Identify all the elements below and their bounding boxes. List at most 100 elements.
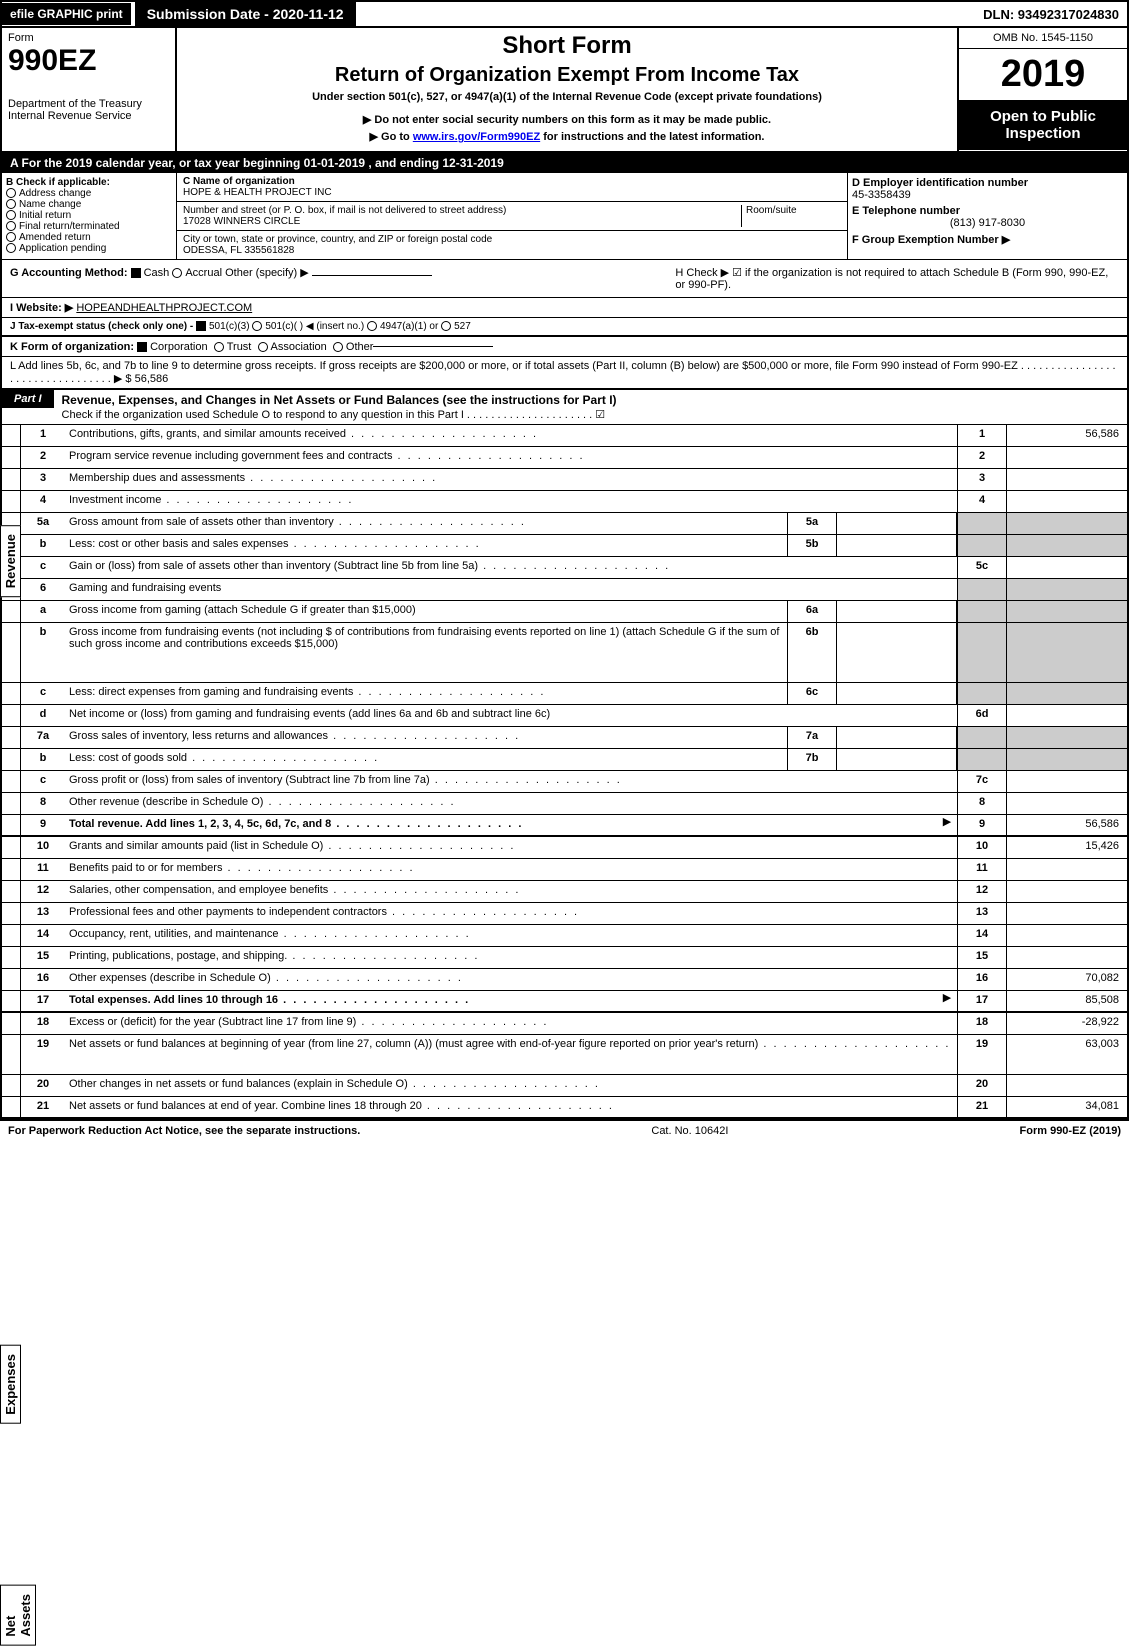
part1-title: Revenue, Expenses, and Changes in Net As…: [54, 390, 1127, 424]
j-527-radio[interactable]: [441, 321, 451, 331]
ssn-notice: ▶ Do not enter social security numbers o…: [185, 113, 949, 126]
section-j: J Tax-exempt status (check only one) - 5…: [2, 318, 1127, 337]
line-13: 13Professional fees and other payments t…: [2, 903, 1127, 925]
c-label: C Name of organization: [183, 176, 841, 187]
open-public-badge: Open to Public Inspection: [959, 100, 1127, 150]
form-header: Form 990EZ Department of the Treasury In…: [2, 28, 1127, 153]
line-2: 2Program service revenue including gover…: [2, 447, 1127, 469]
k-corp-checkbox[interactable]: [137, 342, 147, 352]
line-18: 18Excess or (deficit) for the year (Subt…: [2, 1013, 1127, 1035]
dept-treasury: Department of the Treasury: [8, 98, 169, 110]
section-g: G Accounting Method: Cash Accrual Other …: [10, 266, 675, 291]
line-6d: dNet income or (loss) from gaming and fu…: [2, 705, 1127, 727]
cash-checkbox[interactable]: [131, 268, 141, 278]
org-name-cell: C Name of organization HOPE & HEALTH PRO…: [177, 173, 847, 202]
side-netassets: Net Assets: [0, 1585, 36, 1646]
side-expenses: Expenses: [0, 1345, 21, 1424]
part1-label: Part I: [2, 390, 54, 408]
line-6a: aGross income from gaming (attach Schedu…: [2, 601, 1127, 623]
check-name[interactable]: Name change: [6, 199, 172, 210]
line-3: 3Membership dues and assessments3: [2, 469, 1127, 491]
k-trust-radio[interactable]: [214, 342, 224, 352]
k-assoc-radio[interactable]: [258, 342, 268, 352]
line-15: 15Printing, publications, postage, and s…: [2, 947, 1127, 969]
section-l: L Add lines 5b, 6c, and 7b to line 9 to …: [2, 357, 1127, 390]
check-address[interactable]: Address change: [6, 188, 172, 199]
i-label: I Website: ▶: [10, 302, 73, 314]
omb-number: OMB No. 1545-1150: [959, 28, 1127, 49]
line-12: 12Salaries, other compensation, and empl…: [2, 881, 1127, 903]
line-9: 9Total revenue. Add lines 1, 2, 3, 4, 5c…: [2, 815, 1127, 837]
efile-button[interactable]: efile GRAPHIC print: [2, 3, 131, 25]
line-5a: 5aGross amount from sale of assets other…: [2, 513, 1127, 535]
short-form-title: Short Form: [185, 32, 949, 60]
footer-right: Form 990-EZ (2019): [1020, 1125, 1121, 1137]
addr-cell: Number and street (or P. O. box, if mail…: [177, 202, 847, 231]
e-label: E Telephone number: [852, 205, 1123, 217]
city-cell: City or town, state or province, country…: [177, 231, 847, 259]
addr-label: Number and street (or P. O. box, if mail…: [183, 205, 741, 216]
check-amended[interactable]: Amended return: [6, 232, 172, 243]
j-501c3-checkbox[interactable]: [196, 321, 206, 331]
g-label: G Accounting Method:: [10, 267, 128, 279]
f-label: F Group Exemption Number ▶: [852, 233, 1123, 246]
dept-irs: Internal Revenue Service: [8, 110, 169, 122]
section-b: B Check if applicable: Address change Na…: [2, 173, 177, 259]
check-final[interactable]: Final return/terminated: [6, 221, 172, 232]
line-6b: bGross income from fundraising events (n…: [2, 623, 1127, 683]
section-i: I Website: ▶ HOPEANDHEALTHPROJECT.COM: [2, 298, 1127, 318]
check-initial[interactable]: Initial return: [6, 210, 172, 221]
lines-container: Revenue Expenses Net Assets 1Contributio…: [2, 425, 1127, 1119]
line-11: 11Benefits paid to or for members11: [2, 859, 1127, 881]
phone: (813) 917-8030: [852, 217, 1123, 229]
ein: 45-3358439: [852, 189, 1123, 201]
line-7c: cGross profit or (loss) from sales of in…: [2, 771, 1127, 793]
line-21: 21Net assets or fund balances at end of …: [2, 1097, 1127, 1119]
org-name: HOPE & HEALTH PROJECT INC: [183, 187, 841, 198]
footer-center: Cat. No. 10642I: [360, 1125, 1019, 1137]
goto-prefix: ▶ Go to: [370, 131, 413, 143]
j-501c-radio[interactable]: [252, 321, 262, 331]
city-value: ODESSA, FL 335561828: [183, 245, 841, 256]
accrual-radio[interactable]: [172, 268, 182, 278]
under-section: Under section 501(c), 527, or 4947(a)(1)…: [185, 91, 949, 103]
k-label: K Form of organization:: [10, 341, 134, 353]
k-other-radio[interactable]: [333, 342, 343, 352]
line-20: 20Other changes in net assets or fund ba…: [2, 1075, 1127, 1097]
section-k: K Form of organization: Corporation Trus…: [2, 337, 1127, 357]
form-number: 990EZ: [8, 44, 169, 78]
line-1: 1Contributions, gifts, grants, and simil…: [2, 425, 1127, 447]
part1-header: Part I Revenue, Expenses, and Changes in…: [2, 390, 1127, 425]
side-revenue: Revenue: [0, 525, 21, 597]
room-label: Room/suite: [741, 205, 841, 227]
line-8: 8Other revenue (describe in Schedule O)8: [2, 793, 1127, 815]
line-5b: bLess: cost or other basis and sales exp…: [2, 535, 1127, 557]
topbar: efile GRAPHIC print Submission Date - 20…: [2, 2, 1127, 28]
section-b-title: B Check if applicable:: [6, 177, 172, 188]
line-6: 6Gaming and fundraising events: [2, 579, 1127, 601]
header-center: Short Form Return of Organization Exempt…: [177, 28, 957, 151]
line-10: 10Grants and similar amounts paid (list …: [2, 837, 1127, 859]
footer-left: For Paperwork Reduction Act Notice, see …: [8, 1125, 360, 1137]
section-def: D Employer identification number 45-3358…: [847, 173, 1127, 259]
line-7a: 7aGross sales of inventory, less returns…: [2, 727, 1127, 749]
line-7b: bLess: cost of goods sold7b: [2, 749, 1127, 771]
section-c: C Name of organization HOPE & HEALTH PRO…: [177, 173, 847, 259]
addr-value: 17028 WINNERS CIRCLE: [183, 216, 741, 227]
goto-row: ▶ Go to www.irs.gov/Form990EZ for instru…: [185, 130, 949, 143]
line-6c: cLess: direct expenses from gaming and f…: [2, 683, 1127, 705]
submission-date-button[interactable]: Submission Date - 2020-11-12: [135, 2, 356, 26]
line-17: 17Total expenses. Add lines 10 through 1…: [2, 991, 1127, 1013]
goto-suffix: for instructions and the latest informat…: [543, 131, 764, 143]
form-label: Form: [8, 32, 169, 44]
check-pending[interactable]: Application pending: [6, 243, 172, 254]
info-box: B Check if applicable: Address change Na…: [2, 173, 1127, 260]
irs-link[interactable]: www.irs.gov/Form990EZ: [413, 131, 540, 143]
header-right: OMB No. 1545-1150 2019 Open to Public In…: [957, 28, 1127, 151]
line-19: 19Net assets or fund balances at beginni…: [2, 1035, 1127, 1075]
city-label: City or town, state or province, country…: [183, 234, 841, 245]
tax-year-bar: A For the 2019 calendar year, or tax yea…: [2, 153, 1127, 173]
section-gh: G Accounting Method: Cash Accrual Other …: [2, 260, 1127, 298]
j-4947-radio[interactable]: [367, 321, 377, 331]
dln-text: DLN: 93492317024830: [975, 3, 1127, 26]
